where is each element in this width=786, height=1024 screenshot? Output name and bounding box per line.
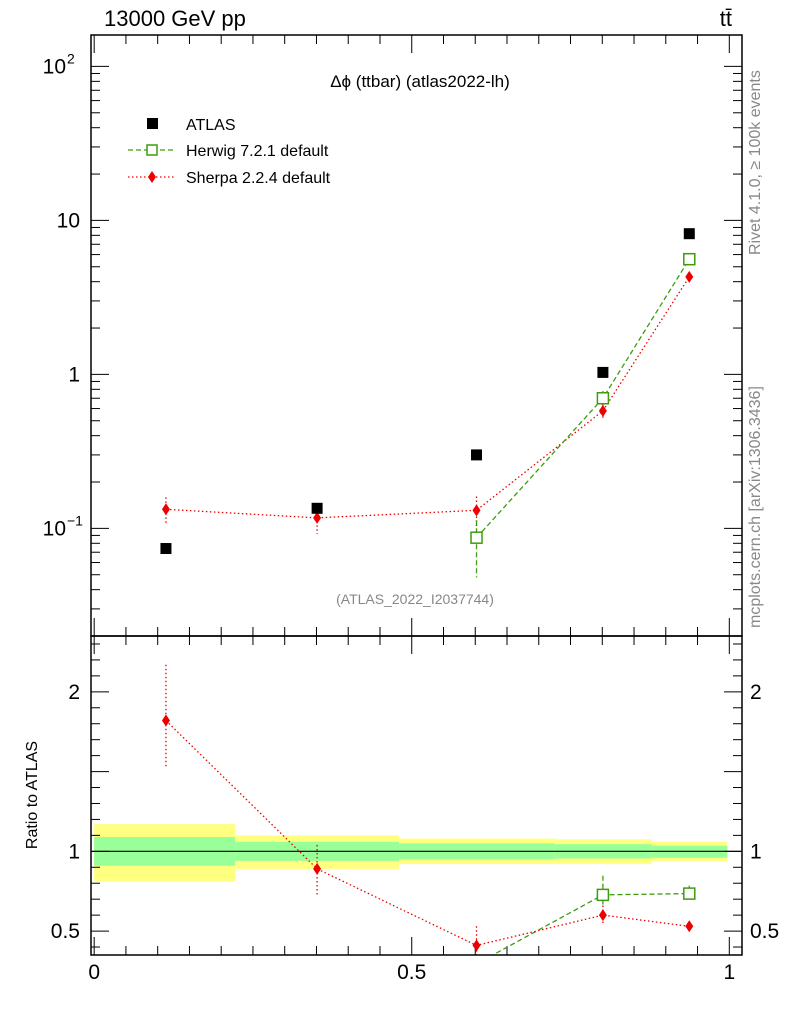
- legend: ATLAS Herwig 7.2.1 default Sherpa 2.2.4 …: [128, 117, 331, 187]
- legend-label-atlas: ATLAS: [186, 117, 236, 134]
- main-ytick-label-1: 1: [68, 363, 80, 386]
- main-sherpa-point: [313, 511, 322, 524]
- ratio-ytick-label-right-0: 0.5: [750, 920, 779, 943]
- header-collision-label: 13000 GeV pp: [104, 6, 246, 31]
- ratio-panel: 0 0.5 1 0.5 0.5 1 1 2 2 Ratio to ATLAS: [24, 635, 779, 984]
- ratio-xtick-label-1: 0.5: [397, 961, 426, 984]
- ratio-frame: [90, 635, 743, 956]
- ratio-ytick-label-left-1: 1: [68, 840, 80, 863]
- ratio-sherpa-line: [165, 720, 690, 947]
- main-sherpa-point: [598, 404, 607, 417]
- ratio-ylabel: Ratio to ATLAS: [24, 741, 41, 849]
- ratio-sherpa-point: [598, 909, 607, 922]
- main-herwig-point: [596, 391, 610, 405]
- ratio-xtick-label-2: 1: [723, 961, 735, 984]
- main-atlas-point: [160, 543, 172, 555]
- main-atlas-point: [683, 228, 695, 240]
- main-sherpa-point: [472, 504, 481, 517]
- ratio-sherpa-point: [685, 920, 694, 933]
- mcplots-label: mcplots.cern.ch [arXiv:1306.3436]: [747, 386, 764, 628]
- ratio-sherpa-point: [161, 714, 170, 727]
- legend-marker-herwig: [146, 144, 158, 156]
- ratio-sherpa-point: [472, 939, 481, 952]
- ratio-ytick-label-left-2: 2: [68, 681, 80, 704]
- legend-marker-sherpa: [148, 171, 156, 183]
- main-ytick-label-2: 10: [57, 209, 80, 232]
- ratio-herwig-point: [683, 887, 696, 900]
- ratio-series-group: [161, 664, 696, 955]
- ratio-ytick-label-left-0: 0.5: [51, 920, 80, 943]
- rivet-version-label: Rivet 4.1.0, ≥ 100k events: [747, 70, 764, 255]
- legend-marker-atlas: [147, 118, 158, 129]
- main-herwig-point: [470, 531, 483, 544]
- header-process-label: tt̄: [720, 6, 732, 31]
- main-ytick-label-3: 10: [43, 55, 66, 78]
- main-herwig-point: [683, 252, 696, 266]
- ratio-sherpa-point: [313, 862, 322, 875]
- main-sherpa-point: [685, 270, 694, 283]
- main-herwig-line: [476, 258, 690, 539]
- ratio-xtick-label-0: 0: [88, 961, 100, 984]
- ratio-ytick-label-right-2: 2: [750, 681, 762, 704]
- legend-label-sherpa: Sherpa 2.2.4 default: [186, 170, 331, 187]
- ratio-herwig-point: [596, 888, 610, 902]
- main-atlas-point: [597, 366, 609, 378]
- ratio-ytick-label-right-1: 1: [750, 840, 762, 863]
- main-ytick-exponent-3: 2: [67, 50, 75, 66]
- main-plot-title: Δϕ (ttbar) (atlas2022-lh): [330, 72, 510, 91]
- main-sherpa-line: [165, 276, 690, 519]
- legend-label-herwig: Herwig 7.2.1 default: [186, 143, 329, 160]
- analysis-watermark: (ATLAS_2022_I2037744): [336, 591, 494, 607]
- main-ytick-label-0: 10: [43, 517, 66, 540]
- main-sherpa-point: [161, 503, 170, 516]
- main-atlas-point: [311, 502, 323, 514]
- main-ytick-exponent-0: −1: [67, 512, 83, 528]
- main-atlas-point: [471, 449, 483, 461]
